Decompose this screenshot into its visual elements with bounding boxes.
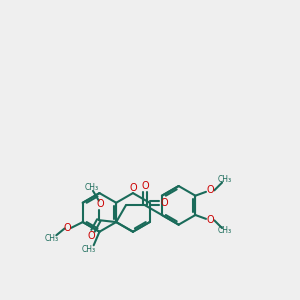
Text: CH₃: CH₃ [82, 244, 96, 253]
Text: O: O [63, 223, 71, 233]
Text: CH₃: CH₃ [218, 226, 232, 236]
Text: O: O [129, 183, 137, 193]
Text: O: O [88, 231, 95, 241]
Text: CH₃: CH₃ [85, 183, 99, 192]
Text: O: O [207, 185, 214, 195]
Text: O: O [141, 182, 149, 191]
Text: CH₃: CH₃ [218, 175, 232, 184]
Text: CH₃: CH₃ [45, 234, 59, 243]
Text: O: O [161, 198, 169, 208]
Text: O: O [96, 200, 104, 209]
Text: O: O [207, 215, 214, 225]
